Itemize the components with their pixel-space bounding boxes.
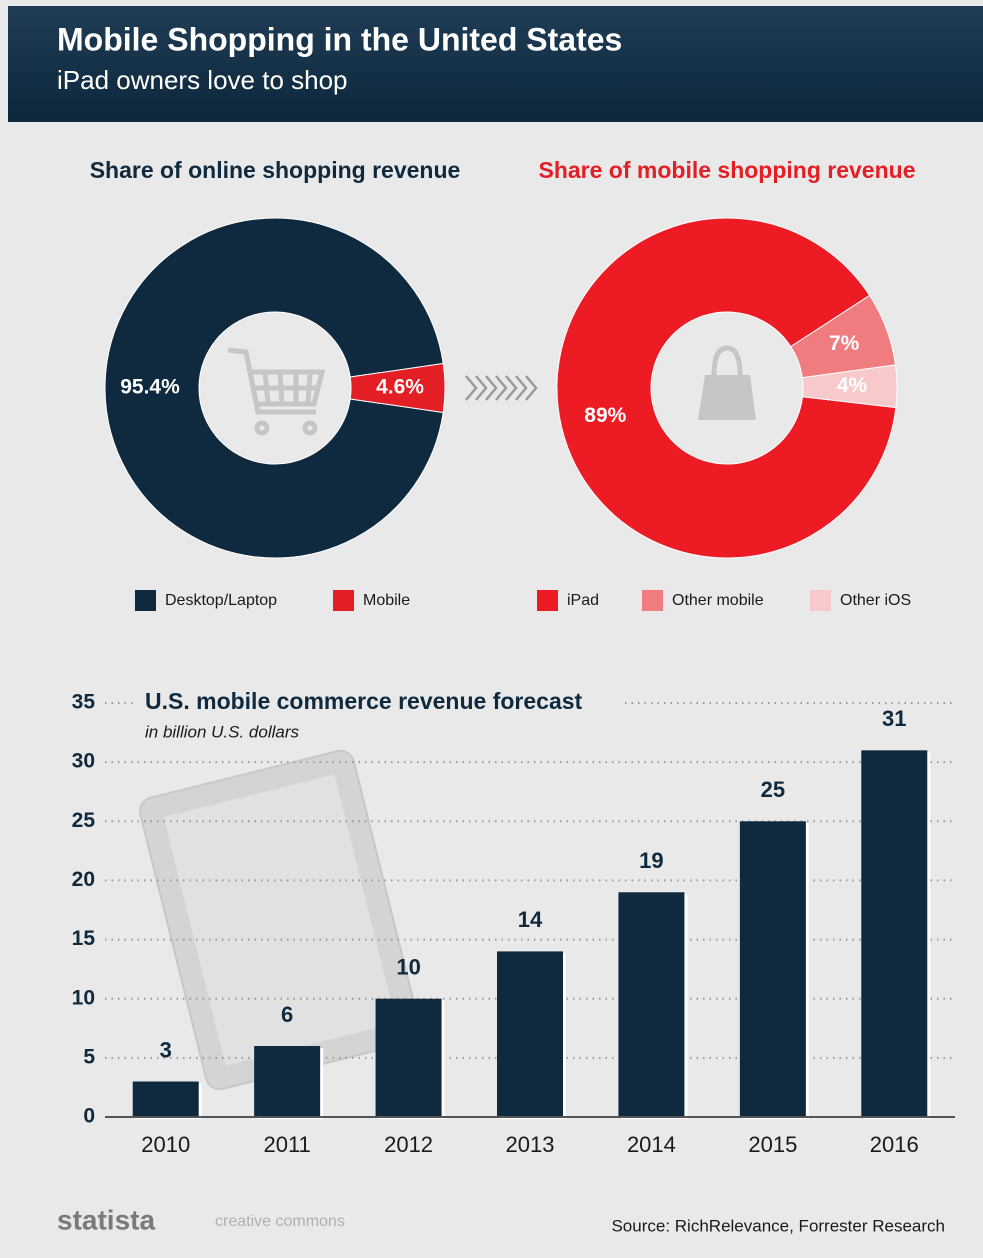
bar bbox=[497, 951, 563, 1117]
data-label: 4% bbox=[837, 374, 868, 397]
chart-title: Share of mobile shopping revenue bbox=[538, 157, 915, 183]
pie-slice bbox=[104, 217, 444, 559]
y-tick-label: 35 bbox=[72, 691, 96, 714]
charts: Share of online shopping revenue 95.4% Des… bbox=[72, 157, 955, 1157]
header-band bbox=[8, 6, 983, 122]
y-tick-label: 20 bbox=[72, 868, 95, 891]
bar bbox=[861, 750, 928, 1117]
pie-slice bbox=[349, 362, 446, 414]
legend-swatch bbox=[810, 590, 831, 611]
title: Mobile Shopping in the United States bbox=[57, 21, 622, 57]
source: Source: RichRelevance, Forrester Researc… bbox=[611, 1216, 945, 1235]
legend-label: Other iOS bbox=[840, 592, 911, 609]
legend-label: Other mobile bbox=[672, 592, 764, 609]
x-tick-label: 2012 bbox=[384, 1132, 433, 1157]
legend-label: iPad bbox=[567, 592, 599, 609]
x-tick-label: 2011 bbox=[263, 1132, 310, 1157]
legend-swatch bbox=[135, 590, 156, 611]
y-tick-label: 0 bbox=[83, 1105, 95, 1128]
bar bbox=[375, 998, 442, 1117]
x-tick-label: 2013 bbox=[506, 1132, 555, 1157]
bar bbox=[254, 1046, 321, 1117]
legend-label: Desktop/Laptop bbox=[165, 592, 277, 609]
chart-title: U.S. mobile commerce revenue forecast bbox=[145, 688, 583, 714]
x-tick-label: 2010 bbox=[141, 1132, 190, 1157]
y-tick-label: 25 bbox=[72, 809, 96, 832]
chart-subtitle: in billion U.S. dollars bbox=[145, 722, 300, 741]
data-label: 14 bbox=[518, 907, 543, 932]
x-tick-label: 2015 bbox=[748, 1132, 797, 1157]
x-tick-label: 2014 bbox=[627, 1132, 676, 1157]
x-tick-label: 2016 bbox=[870, 1132, 919, 1157]
data-label: 89% bbox=[584, 404, 626, 427]
brand: statista bbox=[57, 1204, 155, 1235]
bar bbox=[132, 1081, 199, 1117]
license: creative commons bbox=[215, 1213, 345, 1230]
title-backdrop bbox=[136, 688, 622, 718]
bag-icon bbox=[698, 345, 756, 420]
data-label: 31 bbox=[882, 706, 906, 731]
data-label: 10 bbox=[396, 955, 420, 980]
legend-swatch bbox=[642, 590, 663, 611]
data-label: 3 bbox=[160, 1037, 172, 1062]
y-tick-label: 30 bbox=[72, 750, 95, 773]
data-label: 6 bbox=[281, 1002, 293, 1027]
chart-title: Share of online shopping revenue bbox=[90, 157, 461, 183]
data-label: 19 bbox=[639, 848, 663, 873]
pie-slice bbox=[556, 217, 897, 559]
cart-icon bbox=[227, 347, 326, 436]
data-label: 95.4% bbox=[120, 376, 180, 399]
y-tick-label: 10 bbox=[72, 986, 95, 1009]
bar bbox=[739, 821, 806, 1117]
data-label: 25 bbox=[761, 777, 785, 802]
y-tick-label: 15 bbox=[72, 927, 96, 950]
tablet-illustration bbox=[138, 749, 422, 1091]
legend-swatch bbox=[537, 590, 558, 611]
pie-slice bbox=[801, 364, 898, 409]
y-tick-label: 5 bbox=[83, 1045, 95, 1068]
subtitle: iPad owners love to shop bbox=[57, 65, 348, 95]
bar bbox=[618, 892, 685, 1117]
data-label: 7% bbox=[829, 332, 860, 355]
legend-label: Mobile bbox=[363, 592, 410, 609]
data-label: 4.6% bbox=[376, 376, 424, 399]
arrow bbox=[465, 375, 538, 401]
legend-swatch bbox=[333, 590, 354, 611]
